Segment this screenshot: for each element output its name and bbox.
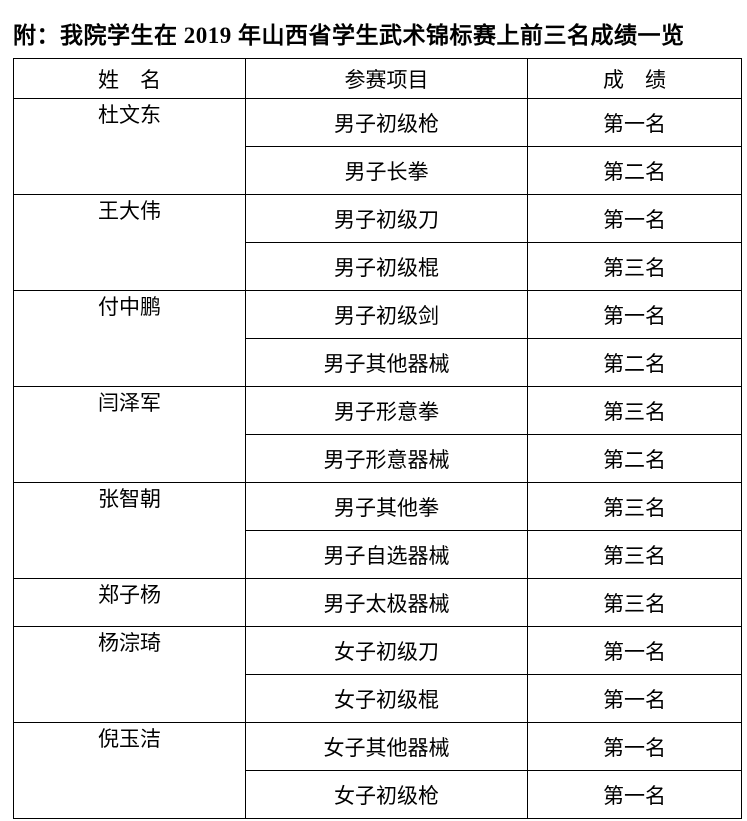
- student-name-cell: 郑子杨: [13, 578, 246, 627]
- student-name-cell: 闫泽军: [13, 386, 246, 483]
- result-cell: 第一名: [527, 194, 742, 243]
- table-row: 男子自选器械 第三名: [14, 530, 742, 579]
- student-name-cell: 王大伟: [13, 194, 246, 291]
- event-cell: 男子形意拳: [245, 386, 528, 435]
- table-row: 王大伟 男子初级刀 第一名: [13, 194, 742, 291]
- result-cell: 第一名: [527, 770, 742, 819]
- result-cell: 第三名: [527, 482, 742, 531]
- table-row: 男子长拳 第二名: [14, 146, 742, 195]
- table-row: 杜文东 男子初级枪 第一名: [13, 98, 742, 195]
- table-header: 姓 名 参赛项目 成 绩: [13, 58, 742, 99]
- table-row: 女子初级棍 第一名: [14, 674, 742, 723]
- event-cell: 男子太极器械: [245, 578, 528, 627]
- table-row: 女子初级枪 第一名: [14, 770, 742, 819]
- table-row: 倪玉洁 女子其他器械 第一名: [13, 722, 742, 819]
- event-cell: 男子形意器械: [245, 434, 528, 483]
- table-row: 付中鹏 男子初级剑 第一名: [13, 290, 742, 387]
- student-name-cell: 张智朝: [13, 482, 246, 579]
- event-cell: 男子初级枪: [245, 98, 528, 147]
- result-cell: 第一名: [527, 674, 742, 723]
- table-row: 杨淙琦 女子初级刀 第一名: [13, 626, 742, 723]
- table-row: 张智朝 男子其他拳 第三名: [13, 482, 742, 579]
- event-cell: 女子初级枪: [245, 770, 528, 819]
- result-cell: 第三名: [527, 578, 742, 627]
- result-cell: 第三名: [527, 386, 742, 435]
- header-row: 姓 名 参赛项目 成 绩: [13, 58, 742, 99]
- result-cell: 第二名: [527, 434, 742, 483]
- event-cell: 男子自选器械: [245, 530, 528, 579]
- event-cell: 男子其他拳: [245, 482, 528, 531]
- result-cell: 第一名: [527, 722, 742, 771]
- header-event: 参赛项目: [245, 58, 528, 99]
- event-cell: 男子长拳: [245, 146, 528, 195]
- table-row: 郑子杨 男子太极器械 第三名: [13, 578, 742, 627]
- event-cell: 男子初级剑: [245, 290, 528, 339]
- student-name-cell: 杜文东: [13, 98, 246, 195]
- results-table: 姓 名 参赛项目 成 绩 杜文东 男子初级枪 第一名 男子长拳 第二名 王大伟 男子初级刀第…: [13, 58, 742, 819]
- event-cell: 男子初级刀: [245, 194, 528, 243]
- event-cell: 女子初级刀: [245, 626, 528, 675]
- event-cell: 男子初级棍: [245, 242, 528, 291]
- header-name: 姓 名: [13, 58, 246, 99]
- event-cell: 女子初级棍: [245, 674, 528, 723]
- results-table-body: 杜文东 男子初级枪 第一名 男子长拳 第二名 王大伟 男子初级刀 第一名 男子初级棍 第三名 付中鹏…: [13, 98, 742, 819]
- student-name-cell: 倪玉洁: [13, 722, 246, 819]
- header-result: 成 绩: [527, 58, 742, 99]
- student-name-cell: 杨淙琦: [13, 626, 246, 723]
- event-cell: 男子其他器械: [245, 338, 528, 387]
- result-cell: 第一名: [527, 98, 742, 147]
- student-name-cell: 付中鹏: [13, 290, 246, 387]
- result-cell: 第一名: [527, 626, 742, 675]
- page-title: 附：我院学生在 2019 年山西省学生武术锦标赛上前三名成绩一览: [13, 23, 685, 48]
- result-cell: 第二名: [527, 146, 742, 195]
- result-cell: 第一名: [527, 290, 742, 339]
- result-cell: 第三名: [527, 242, 742, 291]
- table-row: 闫泽军 男子形意拳 第三名: [13, 386, 742, 483]
- result-cell: 第三名: [527, 530, 742, 579]
- result-cell: 第二名: [527, 338, 742, 387]
- event-cell: 女子其他器械: [245, 722, 528, 771]
